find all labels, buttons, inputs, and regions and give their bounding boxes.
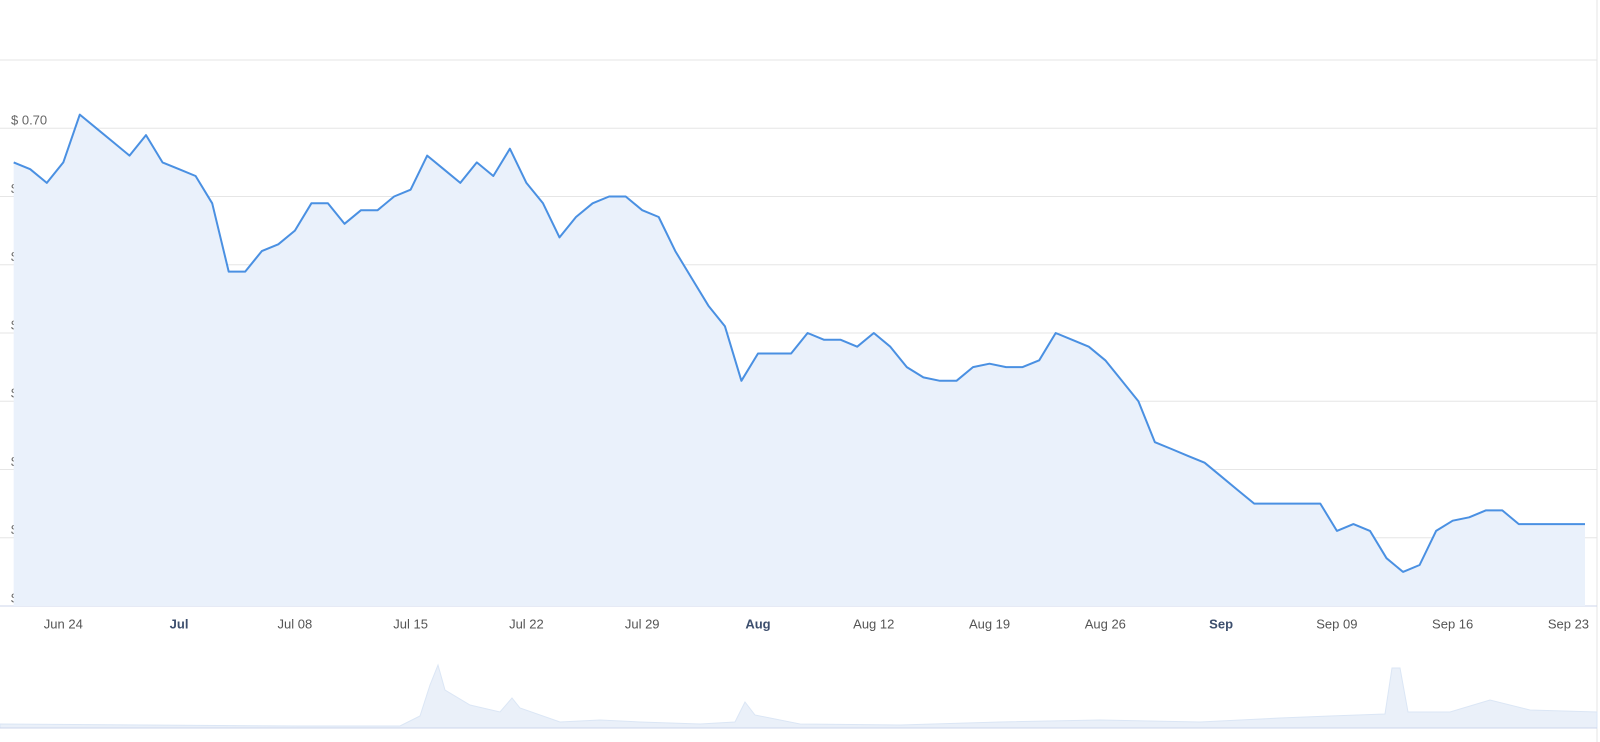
x-tick-label: Jul 22 xyxy=(509,616,544,631)
price-line xyxy=(13,113,1585,573)
x-tick-label: Sep 09 xyxy=(1316,616,1357,631)
x-tick-label: Sep 23 xyxy=(1548,616,1589,631)
x-tick-label: Jul 29 xyxy=(625,616,660,631)
area-fill xyxy=(13,114,1585,606)
x-tick-label: Sep 16 xyxy=(1432,616,1473,631)
x-tick-label: Aug 26 xyxy=(1085,616,1126,631)
x-tick-label: Jul 08 xyxy=(278,616,313,631)
x-tick-label: Jul 15 xyxy=(393,616,428,631)
x-tick-label: Aug xyxy=(745,616,770,631)
y-tick-label: $ 0.70 xyxy=(11,113,47,128)
navigator-series xyxy=(0,663,1598,729)
x-tick-label: Aug 19 xyxy=(969,616,1010,631)
plot-area: $ 0.00$ 0.10$ 0.20$ 0.30$ 0.40$ 0.50$ 0.… xyxy=(0,113,1597,631)
x-tick-label: Jul xyxy=(170,616,189,631)
x-tick-label: Sep xyxy=(1209,616,1233,631)
x-tick-label: Jun 24 xyxy=(44,616,83,631)
x-tick-label: Aug 12 xyxy=(853,616,894,631)
